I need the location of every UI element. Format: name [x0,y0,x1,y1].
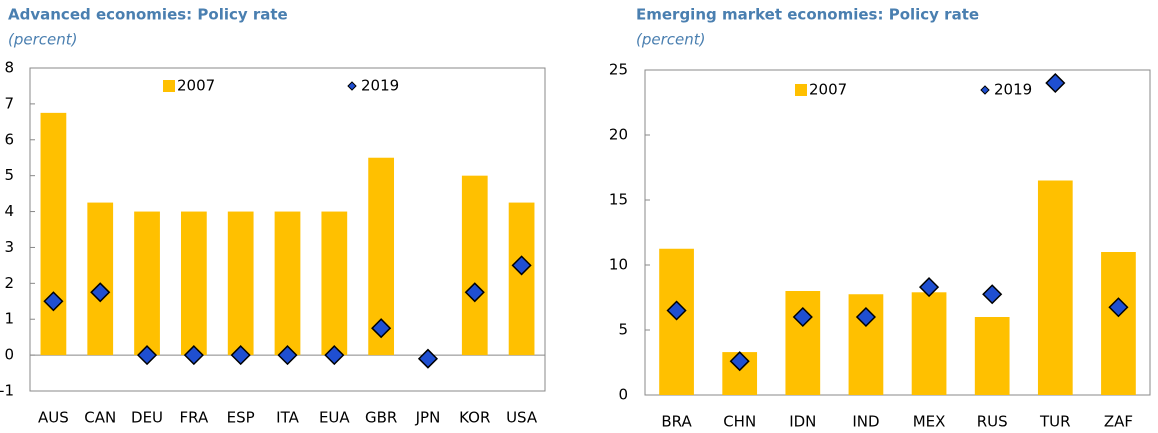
chart-subtitle: (percent) [8,31,78,49]
chart-title: Advanced economies: Policy rate [8,6,288,24]
marker [729,351,750,372]
marker [666,300,687,321]
marker [230,345,251,366]
x-tick-label: AUS [38,409,69,427]
y-tick-label: 20 [609,126,628,144]
y-tick-label: 1 [4,310,14,328]
y-tick-label: 5 [4,166,14,184]
bar [87,202,114,356]
marker [136,345,158,366]
x-tick-label: TUR [1039,413,1071,431]
marker [1045,72,1066,94]
marker [324,345,345,366]
x-tick-label: IDN [789,413,816,431]
marker [464,282,485,303]
x-tick-label: ITA [276,409,299,427]
marker [792,306,813,328]
legend-swatch [163,80,175,92]
y-tick-label: 0 [4,346,14,364]
bar [321,211,348,356]
legend-swatch [795,84,807,96]
legend-label: 2007 [809,81,847,99]
bar [1101,252,1136,395]
marker [982,284,1003,305]
x-tick-label: MEX [913,413,946,431]
y-tick-label: 15 [609,191,628,209]
x-tick-label: DEU [131,409,163,427]
marker [417,348,439,369]
y-tick-label: 10 [609,256,628,274]
y-tick-label: 25 [609,61,628,79]
x-tick-label: CHN [723,413,756,431]
y-tick-label: 8 [4,59,14,77]
bar [911,292,947,395]
bar [974,317,1010,395]
x-tick-label: USA [506,409,538,427]
marker [183,345,204,366]
marker [1108,297,1129,318]
bar [227,211,254,356]
legend-swatch [980,85,990,95]
legend-label: 2019 [994,81,1032,99]
bar [180,211,207,356]
marker [43,291,64,312]
y-tick-label: 0 [618,386,628,404]
x-tick-label: ZAF [1104,413,1133,431]
marker [919,277,940,298]
chart-subtitle: (percent) [636,31,706,49]
y-tick-label: -1 [0,382,14,400]
y-tick-label: 2 [4,274,14,292]
x-tick-label: ESP [227,409,255,427]
y-tick-label: 4 [4,202,14,220]
x-tick-label: CAN [84,409,116,427]
bar [508,202,535,356]
chart-title: Emerging market economies: Policy rate [636,6,979,24]
x-tick-label: IND [852,413,879,431]
bar [40,112,67,356]
x-tick-label: EUA [319,409,350,427]
marker [371,318,392,339]
plot-frame [644,69,1151,396]
bar [461,175,488,356]
plot-frame [29,67,546,392]
y-tick-label: 6 [4,130,14,148]
y-tick-label: 5 [618,321,628,339]
bar [659,248,694,395]
marker [511,255,532,276]
x-tick-label: RUS [977,413,1008,431]
bar [134,211,160,356]
y-tick-label: 3 [4,238,14,256]
marker [90,282,111,303]
marker [855,306,876,328]
legend-swatch [347,81,357,91]
marker [277,345,298,366]
x-tick-label: JPN [415,409,441,427]
bar [274,211,301,356]
legend-label: 2007 [177,77,215,95]
x-tick-label: BRA [661,413,692,431]
y-tick-label: 7 [4,94,14,112]
bar [1037,180,1073,395]
legend-label: 2019 [361,77,399,95]
x-tick-label: GBR [365,409,397,427]
x-tick-label: KOR [459,409,490,427]
bar [785,291,821,395]
x-tick-label: FRA [180,409,209,427]
